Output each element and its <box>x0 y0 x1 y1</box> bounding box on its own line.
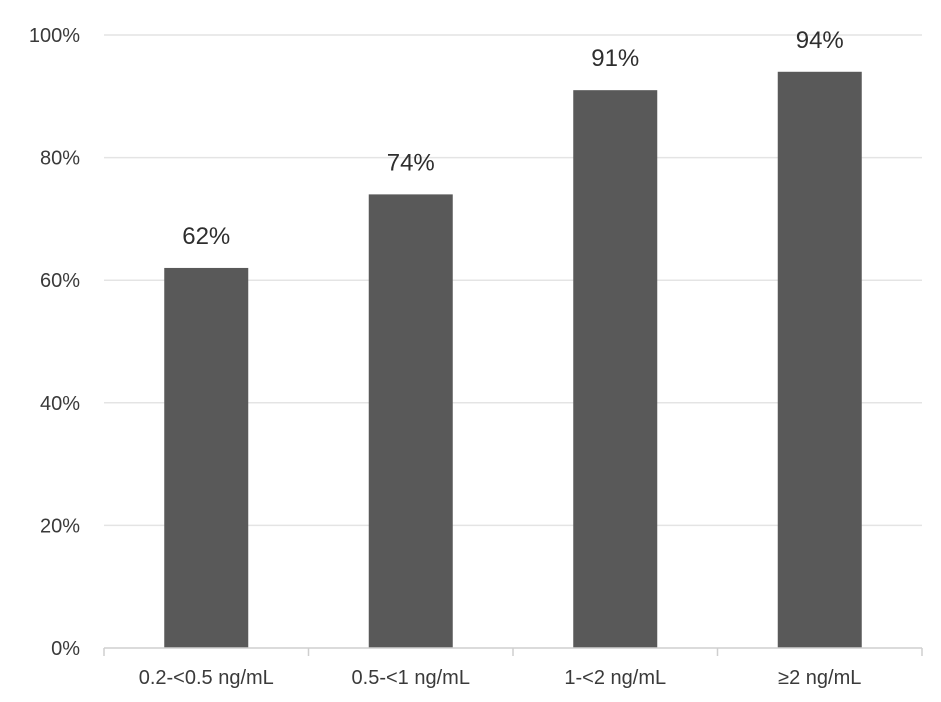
x-tick-label: 0.5-<1 ng/mL <box>352 667 470 689</box>
y-tick-label: 20% <box>40 515 80 537</box>
data-label: 62% <box>182 223 230 250</box>
y-tick-label: 60% <box>40 270 80 292</box>
y-axis-tick-labels: 0% 20% 40% 60% 80% 100% <box>29 25 80 660</box>
bar-1 <box>164 267 249 648</box>
bar-2 <box>368 194 453 648</box>
data-labels: 62% 74% 91% 94% <box>182 27 844 250</box>
data-label: 94% <box>796 27 844 54</box>
y-tick-label: 0% <box>51 638 80 660</box>
bar-3 <box>573 90 658 649</box>
y-tick-label: 40% <box>40 393 80 415</box>
x-axis <box>103 647 923 656</box>
bars <box>164 71 862 649</box>
x-axis-tick-labels: 0.2-<0.5 ng/mL 0.5-<1 ng/mL 1-<2 ng/mL ≥2 n… <box>139 667 862 689</box>
data-label: 74% <box>387 149 435 176</box>
y-tick-label: 100% <box>29 25 80 47</box>
bar-4 <box>777 71 862 648</box>
x-tick-label: ≥2 ng/mL <box>778 667 861 689</box>
x-tick-label: 1-<2 ng/mL <box>564 667 666 689</box>
y-tick-label: 80% <box>40 148 80 170</box>
data-label: 91% <box>591 45 639 72</box>
x-tick-label: 0.2-<0.5 ng/mL <box>139 667 274 689</box>
